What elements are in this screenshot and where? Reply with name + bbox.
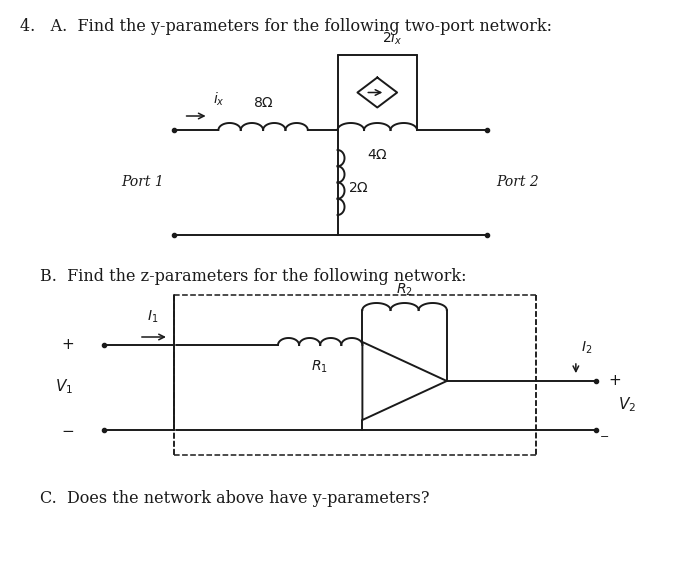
Text: Port 1: Port 1 (121, 175, 164, 189)
Text: $I_2$: $I_2$ (581, 340, 592, 356)
Text: 4.   A.  Find the y-parameters for the following two-port network:: 4. A. Find the y-parameters for the foll… (20, 18, 552, 35)
Text: C.  Does the network above have y-parameters?: C. Does the network above have y-paramet… (40, 490, 429, 507)
Text: $2\Omega$: $2\Omega$ (347, 180, 368, 194)
Text: $+$: $+$ (608, 374, 621, 388)
Text: $+$: $+$ (62, 338, 74, 352)
Text: Port 2: Port 2 (496, 175, 539, 189)
Text: $-$: $-$ (62, 423, 74, 437)
Text: $R_2$: $R_2$ (395, 281, 412, 298)
Text: $V_1$: $V_1$ (55, 378, 73, 397)
Text: $-$: $-$ (598, 430, 609, 440)
Text: $i_x$: $i_x$ (213, 91, 224, 108)
Text: $8\Omega$: $8\Omega$ (253, 96, 274, 110)
Text: $2i_x$: $2i_x$ (382, 30, 402, 47)
Text: $V_2$: $V_2$ (617, 395, 636, 415)
Text: $I_1$: $I_1$ (147, 308, 158, 325)
Text: $4\Omega$: $4\Omega$ (367, 148, 388, 162)
Text: $R_1$: $R_1$ (312, 359, 328, 376)
Text: B.  Find the z-parameters for the following network:: B. Find the z-parameters for the followi… (40, 268, 466, 285)
